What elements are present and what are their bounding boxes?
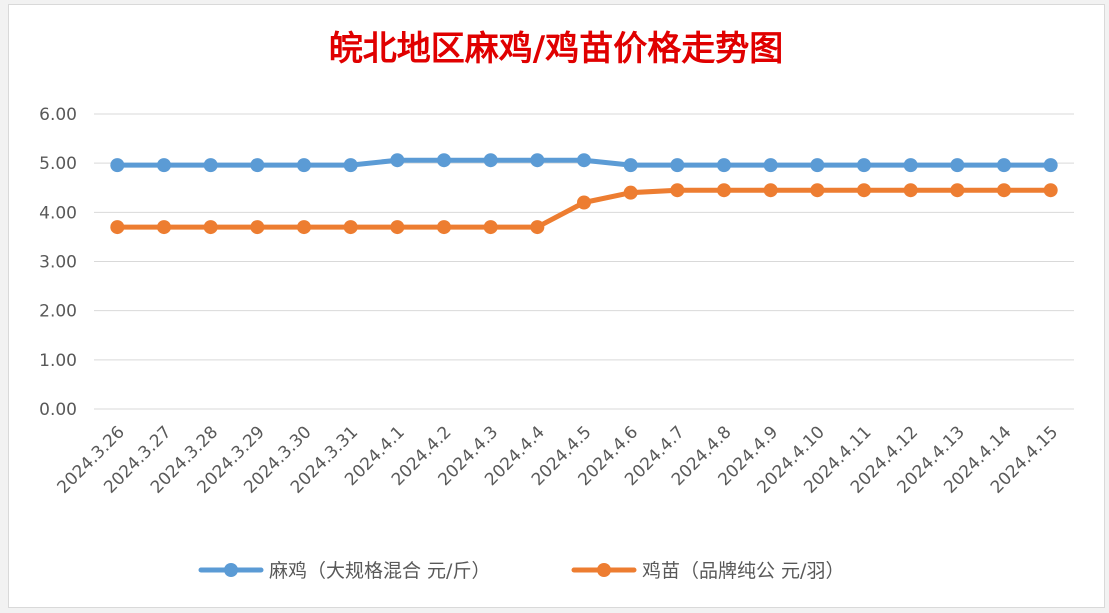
data-point (110, 220, 125, 235)
data-point (857, 158, 871, 173)
data-point (157, 158, 171, 173)
data-point (997, 158, 1011, 173)
data-point (1043, 183, 1058, 198)
data-point (297, 158, 311, 173)
data-point (483, 153, 498, 168)
y-tick-label: 1.00 (39, 351, 77, 371)
data-point (950, 183, 965, 198)
data-point (1043, 158, 1058, 173)
chart-title: 皖北地区麻鸡/鸡苗价格走势图 (329, 29, 783, 69)
y-tick-label: 3.00 (39, 253, 77, 273)
data-point (810, 183, 825, 198)
line-chart: 皖北地区麻鸡/鸡苗价格走势图 0.00 1.00 2.00 3.00 4.00 5.00 6… (39, 29, 1074, 582)
data-point (997, 183, 1011, 198)
data-point (250, 158, 265, 173)
data-point (250, 220, 265, 235)
series-layer (110, 153, 1058, 235)
data-point (390, 220, 405, 235)
legend-marker (597, 563, 611, 577)
data-point (857, 183, 871, 198)
data-point (623, 185, 638, 200)
data-point (623, 158, 638, 173)
data-point (530, 220, 545, 235)
y-tick-label: 6.00 (39, 105, 77, 125)
y-tick-label: 2.00 (39, 302, 77, 322)
y-tick-label: 5.00 (39, 154, 77, 174)
data-point (437, 220, 451, 235)
data-point (390, 153, 405, 168)
legend-marker (224, 563, 238, 577)
data-point (437, 153, 451, 168)
data-point (530, 153, 545, 168)
legend-label: 鸡苗（品牌纯公 元/羽） (642, 560, 844, 582)
series-2 (110, 183, 1058, 235)
chart-frame: 皖北地区麻鸡/鸡苗价格走势图 0.00 1.00 2.00 3.00 4.00 5.00 6… (8, 4, 1105, 608)
data-point (577, 153, 591, 168)
data-point (203, 158, 218, 173)
y-axis-ticks: 0.00 1.00 2.00 3.00 4.00 5.00 6.00 (39, 105, 77, 420)
x-axis-ticks: 2024.3.262024.3.272024.3.282024.3.292024… (54, 422, 1063, 497)
data-point (810, 158, 825, 173)
data-point (670, 183, 685, 198)
data-point (483, 220, 498, 235)
data-point (903, 158, 918, 173)
data-point (110, 158, 125, 173)
data-point (950, 158, 965, 173)
data-point (343, 158, 358, 173)
data-point (763, 158, 778, 173)
data-point (903, 183, 918, 198)
data-point (717, 183, 731, 198)
data-point (763, 183, 778, 198)
legend-label: 麻鸡（大规格混合 元/斤） (269, 560, 490, 582)
data-point (577, 195, 591, 210)
data-point (297, 220, 311, 235)
y-tick-label: 4.00 (39, 203, 77, 223)
y-tick-label: 0.00 (39, 400, 77, 420)
data-point (157, 220, 171, 235)
data-point (203, 220, 218, 235)
data-point (670, 158, 685, 173)
data-point (717, 158, 731, 173)
legend: 麻鸡（大规格混合 元/斤） 鸡苗（品牌纯公 元/羽） (198, 560, 844, 582)
series-1 (110, 153, 1058, 173)
data-point (343, 220, 358, 235)
